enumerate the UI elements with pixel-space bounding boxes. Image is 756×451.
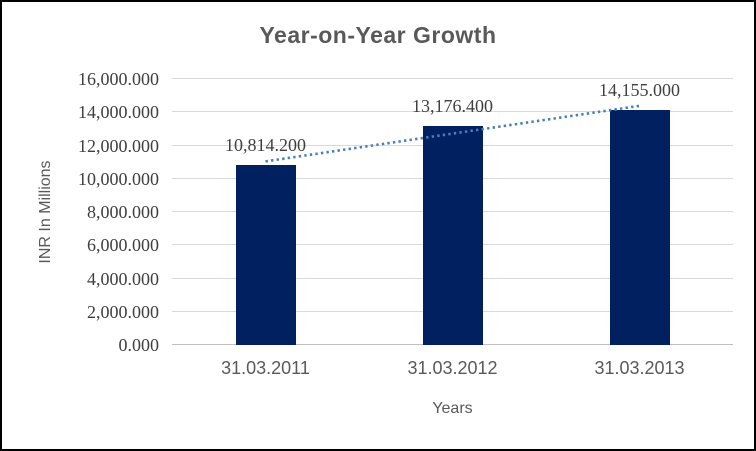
bar-data-label: 14,155.000 bbox=[599, 79, 680, 100]
chart-title: Year-on-Year Growth bbox=[259, 22, 497, 48]
x-tick-label: 31.03.2013 bbox=[594, 358, 685, 378]
bar-series: 10,814.200 13,176.400 14,155.000 bbox=[172, 79, 733, 345]
bar-slot: 13,176.400 bbox=[359, 79, 546, 345]
trendline bbox=[265, 104, 640, 163]
y-tick-label: 10,000.000 bbox=[78, 168, 159, 189]
x-axis-title: Years bbox=[432, 400, 473, 417]
bar-31.03.2011 bbox=[235, 165, 296, 345]
y-axis-tick-labels: 0.000 2,000.000 4,000.000 6,000.000 8,000.00… bbox=[2, 69, 159, 355]
plot-area: 10,814.200 13,176.400 14,155.000 bbox=[172, 78, 733, 345]
bar-data-label: 10,814.200 bbox=[225, 135, 306, 156]
gridline bbox=[172, 78, 733, 79]
x-tick-label: 31.03.2012 bbox=[407, 358, 498, 378]
y-tick-label: 14,000.000 bbox=[78, 102, 159, 123]
y-tick-label: 2,000.000 bbox=[87, 301, 159, 322]
bar-slot: 10,814.200 bbox=[172, 79, 359, 345]
bar-31.03.2012 bbox=[422, 125, 483, 345]
bar-31.03.2013 bbox=[609, 109, 670, 345]
y-tick-label: 8,000.000 bbox=[87, 202, 159, 222]
gridline bbox=[172, 111, 733, 113]
bar-data-label: 13,176.400 bbox=[412, 95, 493, 116]
y-tick-label: 0.000 bbox=[118, 335, 160, 355]
y-tick-label: 16,000.000 bbox=[78, 69, 159, 89]
y-tick-label: 12,000.000 bbox=[78, 135, 159, 156]
bar-slot: 14,155.000 bbox=[546, 79, 733, 345]
x-tick-label: 31.03.2011 bbox=[221, 358, 310, 378]
x-axis-tick-labels: 31.03.2011 31.03.2012 31.03.2013 bbox=[172, 358, 733, 379]
y-tick-label: 6,000.000 bbox=[87, 235, 159, 256]
y-tick-label: 4,000.000 bbox=[87, 268, 159, 289]
